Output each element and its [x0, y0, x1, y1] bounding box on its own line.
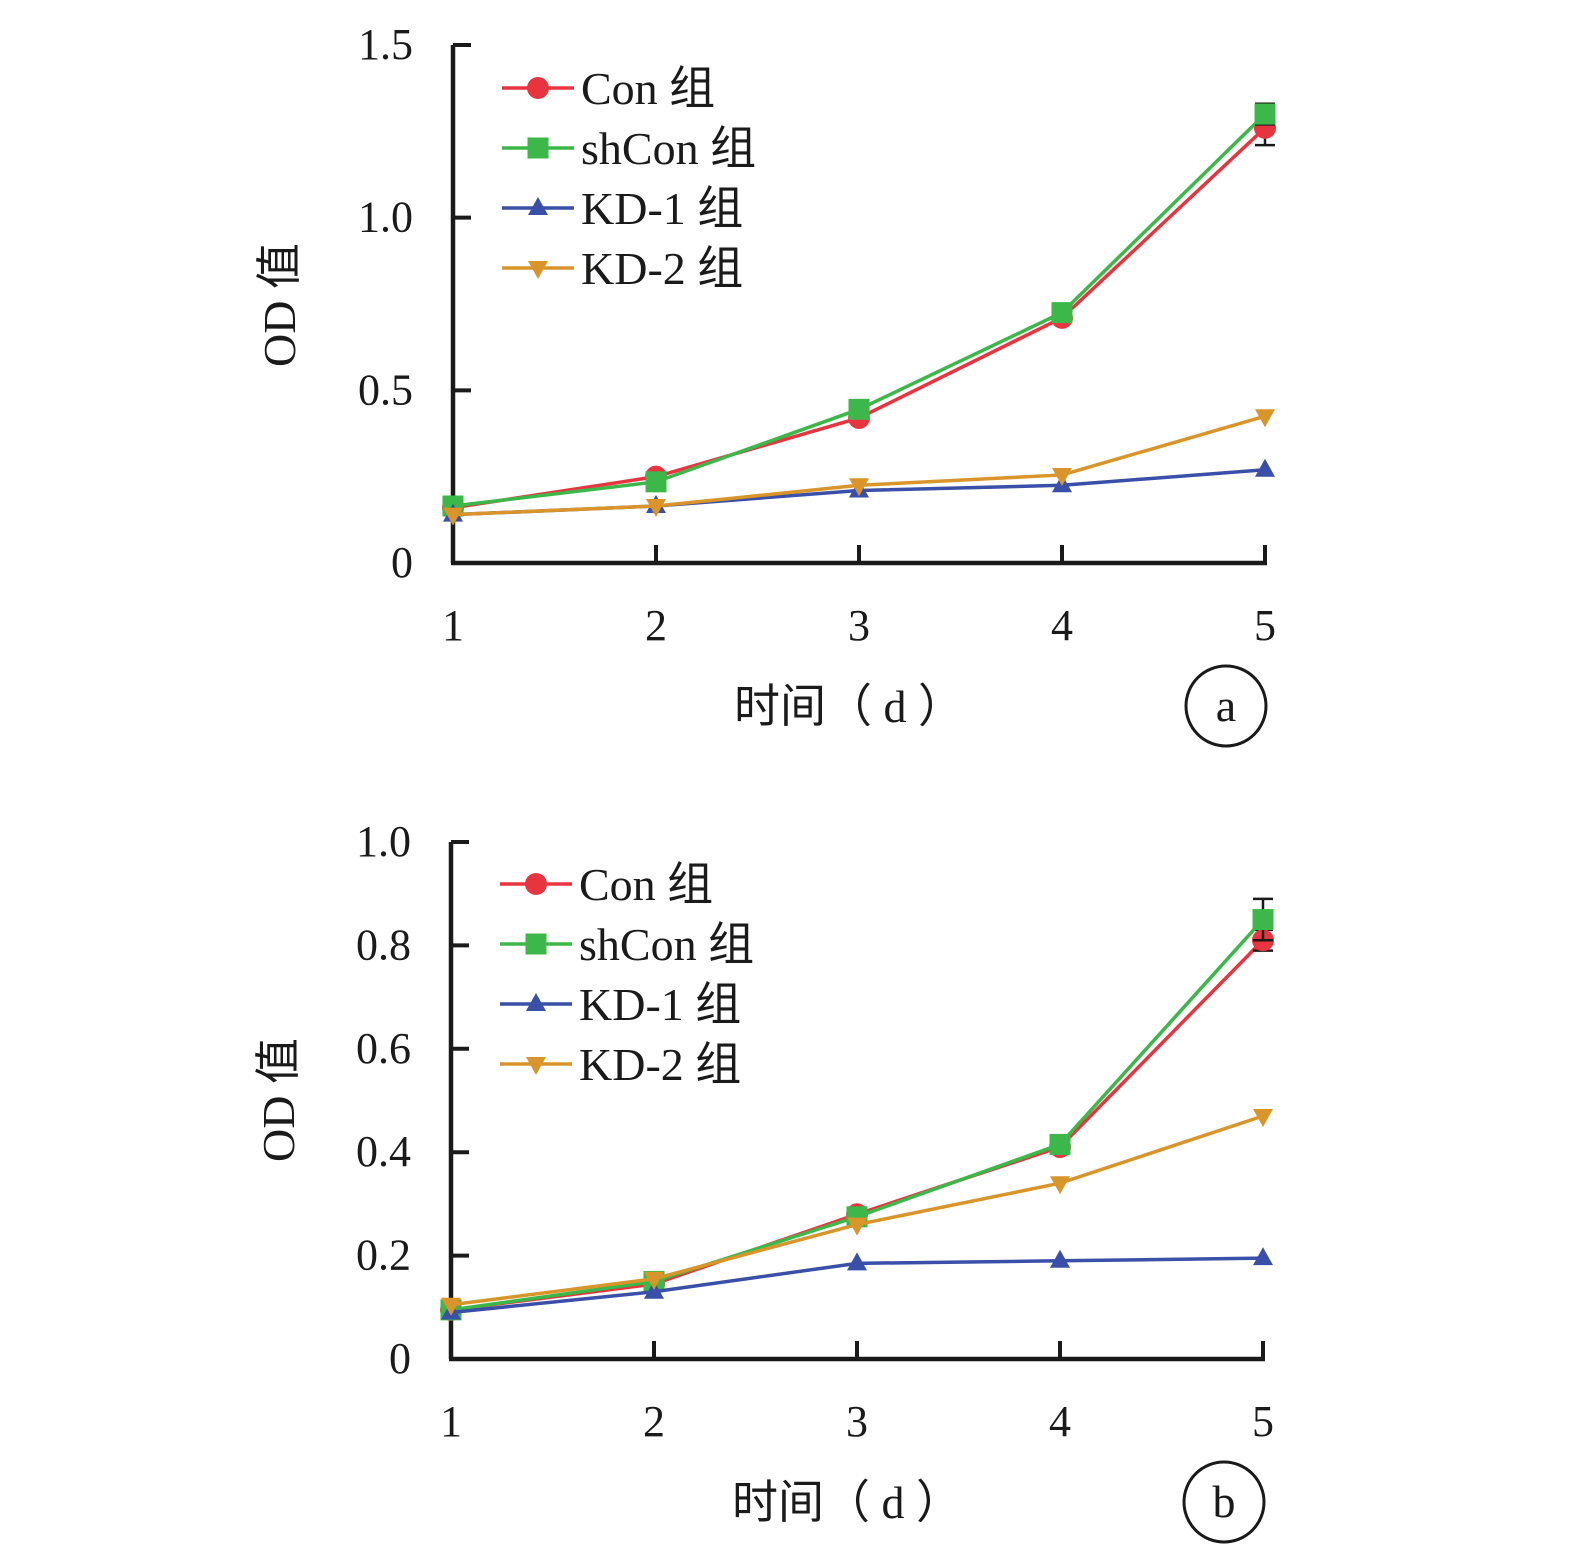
legend-marker	[525, 873, 547, 895]
series-4	[443, 409, 1275, 526]
legend-label: shCon 组	[579, 919, 754, 970]
y-tick-label: 0.5	[358, 365, 413, 414]
legend-label: KD-2 组	[581, 243, 743, 294]
x-axis-title: 时间（ d ）	[734, 681, 964, 732]
data-point	[1255, 458, 1275, 477]
y-tick-label: 1.0	[356, 817, 411, 866]
data-point	[1252, 909, 1274, 931]
x-tick-label: 2	[643, 1397, 665, 1446]
data-point	[848, 398, 870, 420]
legend-label: Con 组	[579, 859, 713, 910]
data-point	[1255, 409, 1275, 428]
data-point	[1052, 467, 1072, 486]
data-point	[849, 478, 869, 497]
x-tick-label: 4	[1049, 1397, 1071, 1446]
data-point	[644, 1271, 664, 1290]
legend-marker	[527, 137, 549, 159]
panel-label: b	[1213, 1476, 1236, 1527]
x-tick-label: 1	[440, 1397, 462, 1446]
panel-label-circle	[1182, 1460, 1266, 1544]
legend-marker	[528, 261, 548, 279]
y-tick-label: 0.2	[356, 1231, 411, 1280]
series-2	[442, 102, 1276, 517]
legend-marker	[527, 77, 549, 99]
legend: Con 组 shCon 组 KD-1 组 KD-2 组	[500, 859, 754, 1090]
data-point	[1253, 1109, 1273, 1128]
series-3	[441, 1247, 1273, 1320]
data-point	[1254, 103, 1276, 125]
data-point	[847, 1217, 867, 1236]
y-tick-label: 0	[389, 1334, 411, 1383]
x-tick-label: 2	[645, 601, 667, 650]
legend-marker	[525, 933, 547, 955]
x-tick-label: 3	[848, 601, 870, 650]
legend-label: KD-2 组	[579, 1039, 741, 1090]
data-point	[443, 507, 463, 526]
y-tick-label: 0.8	[356, 920, 411, 969]
x-tick-label: 4	[1051, 601, 1073, 650]
series-line	[452, 414, 1266, 517]
y-tick-label: 1.0	[358, 193, 413, 242]
data-point	[1050, 1176, 1070, 1195]
data-point	[441, 1297, 461, 1316]
chart-panel-b: 0 0.2 0.4 0.6 0.8 1.0 1 2 3 4 5 时间（ d ） OD 值 Con 组 shC…	[253, 817, 1274, 1544]
y-tick-label: 0.6	[356, 1024, 411, 1073]
legend-label: KD-1 组	[581, 183, 743, 234]
data-point	[1049, 1133, 1071, 1155]
data-point	[646, 499, 666, 518]
series-4	[441, 1109, 1273, 1316]
legend-label: KD-1 组	[579, 979, 741, 1030]
x-tick-label: 3	[846, 1397, 868, 1446]
legend-label: Con 组	[581, 63, 715, 114]
y-axis-title: OD 值	[253, 1038, 304, 1162]
legend-marker	[526, 1057, 546, 1075]
series-line	[450, 918, 1265, 1312]
chart-panel-a: 0 0.5 1.0 1.5 1 2 3 4 5 时间（ d ） OD 值 Con 组 shCon 组 KD…	[254, 20, 1276, 748]
x-tick-label: 5	[1252, 1397, 1274, 1446]
data-point	[847, 1252, 867, 1271]
legend-marker	[526, 993, 546, 1011]
y-tick-label: 0	[391, 538, 413, 587]
data-point	[1253, 1247, 1273, 1266]
legend: Con 组 shCon 组 KD-1 组 KD-2 组	[502, 63, 756, 294]
panel-label: a	[1216, 680, 1236, 731]
data-point	[1050, 1249, 1070, 1268]
y-tick-label: 1.5	[358, 20, 413, 69]
legend-marker	[528, 197, 548, 215]
x-axis-title: 时间（ d ）	[732, 1477, 962, 1528]
y-tick-label: 0.4	[356, 1127, 411, 1176]
data-point	[645, 471, 667, 493]
x-tick-label: 5	[1254, 601, 1276, 650]
x-tick-label: 1	[442, 601, 464, 650]
legend-label: shCon 组	[581, 123, 756, 174]
y-axis-title: OD 值	[254, 243, 305, 367]
data-point	[1051, 302, 1073, 324]
series-1	[442, 109, 1276, 519]
series-line	[452, 112, 1267, 508]
panel-label-circle	[1184, 664, 1268, 748]
